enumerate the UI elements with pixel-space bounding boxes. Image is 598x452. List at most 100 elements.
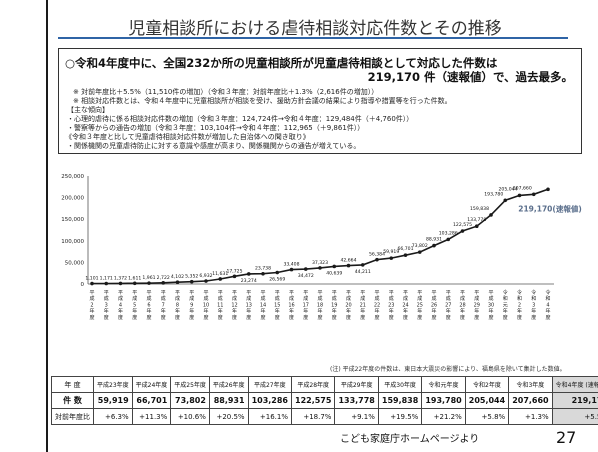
x-tick-label: 平: [132, 290, 137, 296]
data-label: 44,211: [355, 269, 371, 275]
data-label: 56,384: [369, 252, 385, 258]
x-tick-label: 成: [260, 295, 265, 302]
x-tick-label: 年: [289, 308, 294, 315]
x-tick-label: 年: [203, 308, 208, 315]
x-tick-label: 年: [360, 308, 365, 315]
x-tick-label: 成: [203, 295, 208, 302]
data-point: [147, 281, 151, 285]
data-label: 103,286: [439, 230, 458, 236]
x-tick-label: 13: [246, 302, 252, 308]
data-point: [446, 237, 451, 242]
x-tick-label: 元: [503, 302, 508, 308]
summary-note: ※ 対前年度比＋5.5%（11,510件の増加）（令和３年度：対前年度比＋1.3…: [73, 88, 379, 96]
y-tick-label: 100,000: [61, 239, 84, 245]
x-tick-label: 年: [104, 308, 109, 315]
stats-table: 年 度 平成23年度 平成24年度 平成25年度 平成26年度 平成27年度 平成28年度…: [51, 376, 598, 425]
x-tick-label: 度: [403, 314, 408, 321]
count-cell: 205,044: [464, 392, 510, 409]
data-point: [389, 256, 394, 260]
data-label: 37,323: [312, 260, 328, 266]
summary-note: ※ 相談対応件数とは、令和４年度中に児童相談所が相談を受け、援助方針会議の結果に…: [73, 97, 452, 105]
x-tick-label: 年: [275, 308, 280, 315]
data-point: [503, 198, 508, 203]
data-label: 11,631: [212, 271, 228, 277]
data-point: [489, 213, 493, 217]
x-tick-label: 度: [446, 314, 451, 321]
data-label: 1,961: [142, 275, 155, 281]
x-tick-label: 平: [431, 290, 436, 296]
count-cell: 66,701: [131, 392, 172, 409]
data-label: 40,639: [326, 270, 342, 276]
x-tick-label: 15: [274, 302, 280, 308]
data-label: 6,932: [199, 273, 212, 279]
x-tick-label: 年: [303, 308, 308, 315]
x-tick-label: 成: [89, 295, 94, 302]
data-point: [246, 272, 251, 276]
x-tick-label: 成: [189, 295, 194, 302]
x-tick-label: 平: [317, 290, 322, 296]
x-tick-label: 成: [118, 295, 123, 302]
ratio-cell: +5.5%: [551, 408, 598, 425]
x-tick-label: 度: [317, 314, 322, 321]
x-tick-label: 年: [161, 308, 166, 315]
left-margin-line: [46, 0, 48, 452]
x-tick-label: 度: [346, 314, 351, 321]
y-tick-label: 200,000: [61, 196, 84, 202]
x-tick-label: 平: [389, 290, 394, 296]
x-tick-label: 年: [89, 308, 94, 315]
data-point: [218, 277, 223, 281]
summary-note: ・関係機関の児童虐待防止に対する意識や感度が高まり、関係機関からの通告が増えてい…: [67, 142, 361, 150]
x-tick-label: 2: [518, 302, 521, 308]
data-point: [275, 270, 280, 275]
ratio-cell: +18.7%: [290, 408, 336, 425]
x-tick-label: 年: [175, 308, 180, 315]
x-tick-label: 成: [132, 295, 137, 302]
x-tick-label: 度: [503, 314, 508, 321]
x-tick-label: 成: [374, 295, 379, 302]
data-label: 205,044: [499, 186, 518, 192]
x-tick-label: 平: [403, 290, 408, 296]
data-point: [132, 281, 137, 286]
data-point: [432, 243, 436, 248]
x-tick-label: 10: [203, 302, 209, 308]
summary-headline-1: ○令和4年度中に、全国232か所の児童相談所が児童虐待相談として対応した件数は: [65, 56, 498, 70]
x-tick-label: 7: [162, 302, 165, 308]
ratio-cell: +19.5%: [377, 408, 423, 425]
count-cell: 122,575: [290, 392, 336, 409]
x-tick-label: 度: [374, 314, 379, 321]
row-header-year: 年 度: [51, 376, 94, 393]
x-tick-label: 5: [133, 302, 136, 308]
x-tick-label: 度: [431, 314, 436, 321]
x-tick-label: 平: [232, 290, 237, 296]
x-tick-label: 成: [389, 295, 394, 302]
data-point: [175, 280, 180, 285]
data-point: [531, 192, 536, 197]
x-tick-label: 平: [460, 290, 465, 296]
x-tick-label: 11: [217, 302, 223, 308]
x-tick-label: 平: [346, 290, 351, 296]
page-number: 27: [556, 428, 577, 447]
x-tick-label: 9: [190, 302, 193, 308]
data-label: 26,569: [269, 277, 285, 283]
table-row-ratios: 対前年度比 +6.3% +11.3% +10.6% +20.5% +16.1% +18.7…: [51, 408, 598, 425]
x-tick-label: 25: [417, 302, 423, 308]
x-tick-label: 3: [105, 302, 108, 308]
x-tick-label: 年: [118, 308, 123, 315]
x-tick-label: 4: [546, 302, 549, 308]
x-tick-label: 平: [289, 290, 294, 296]
x-tick-label: 平: [446, 290, 451, 296]
year-cell: 平成27年度: [247, 376, 293, 393]
y-tick-label: 50,000: [65, 260, 85, 266]
x-tick-label: 年: [531, 308, 536, 315]
x-tick-label: 平: [175, 290, 180, 296]
x-tick-label: 年: [189, 308, 194, 315]
x-tick-label: 成: [474, 295, 479, 302]
x-tick-label: 年: [389, 308, 394, 315]
x-tick-label: 度: [460, 314, 465, 321]
x-tick-label: 平: [104, 290, 109, 296]
x-tick-label: 22: [374, 302, 380, 308]
x-tick-label: 平: [89, 290, 94, 296]
year-cell: 平成23年度: [93, 376, 133, 393]
count-cell: 103,286: [247, 392, 293, 409]
